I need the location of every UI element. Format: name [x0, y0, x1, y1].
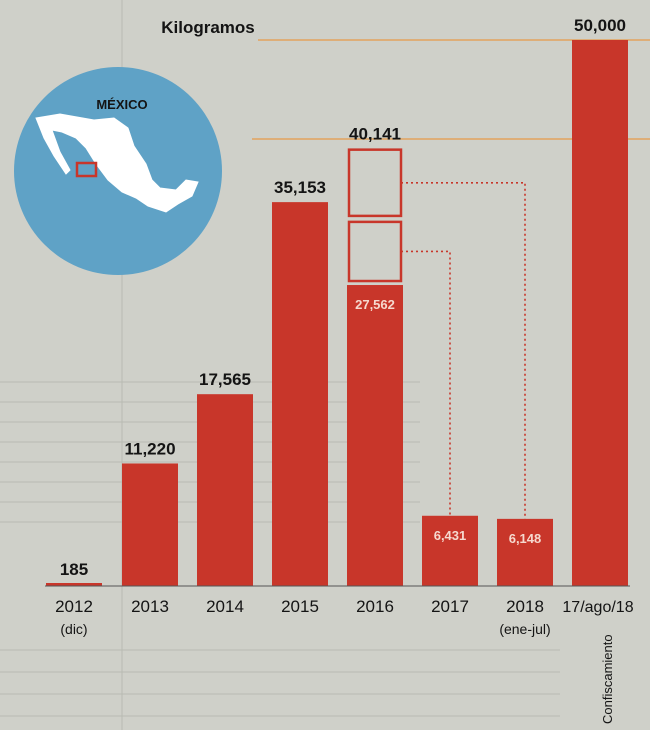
map-label: MÉXICO [96, 97, 147, 112]
x-sublabel-2012: (dic) [60, 621, 87, 637]
connector-lines [401, 181, 526, 519]
bar-2015 [272, 202, 328, 586]
value-label-2018: 6,148 [509, 531, 542, 546]
x-label-2013: 2013 [131, 597, 169, 616]
bar-2013 [122, 463, 178, 586]
value-label-2017: 6,431 [434, 528, 467, 543]
value-label-17-ago-18: 50,000 [574, 16, 626, 35]
x-label-2017: 2017 [431, 597, 469, 616]
x-label-2018: 2018 [506, 597, 544, 616]
mexico-globe-icon: MÉXICO [14, 67, 222, 275]
x-sublabel-confiscamiento: Confiscamiento [600, 634, 615, 724]
stack-box-2018 [347, 220, 403, 283]
total-label-2016: 40,141 [349, 125, 401, 144]
bar-2018 [497, 518, 553, 586]
x-label-2015: 2015 [281, 597, 319, 616]
connector-2018-box-to-2017 [401, 250, 451, 516]
bar-17-ago-18 [572, 40, 628, 586]
x-axis-labels: 2012 (dic) 2013 2014 2015 2016 2017 2018 (ene-ju… [55, 597, 634, 724]
x-label-17-ago-18: 17/ago/18 [562, 599, 633, 616]
value-labels: 185 11,220 17,565 35,153 27,562 6,431 6,148 50,… [60, 16, 626, 579]
value-label-2013: 11,220 [124, 439, 175, 458]
bars [46, 40, 628, 586]
bar-2016 [347, 285, 403, 586]
unit-label: Kilogramos [161, 18, 255, 37]
value-label-2015: 35,153 [274, 178, 326, 197]
bar-2014 [197, 394, 253, 586]
x-sublabel-2018: (ene-jul) [499, 621, 550, 637]
stack-box-2017 [347, 148, 403, 218]
value-label-2016: 27,562 [355, 297, 395, 312]
bar-2017 [422, 515, 478, 586]
stacked-boxes [347, 148, 403, 283]
x-label-2012: 2012 [55, 597, 93, 616]
x-label-2016: 2016 [356, 597, 394, 616]
x-label-2014: 2014 [206, 597, 244, 616]
value-label-2012: 185 [60, 560, 88, 579]
connector-2017-box-to-2018 [401, 181, 526, 519]
mexico-map-shape [35, 113, 199, 213]
value-label-2014: 17,565 [199, 370, 251, 389]
location-marker [75, 161, 98, 178]
bar-2012 [46, 583, 102, 586]
